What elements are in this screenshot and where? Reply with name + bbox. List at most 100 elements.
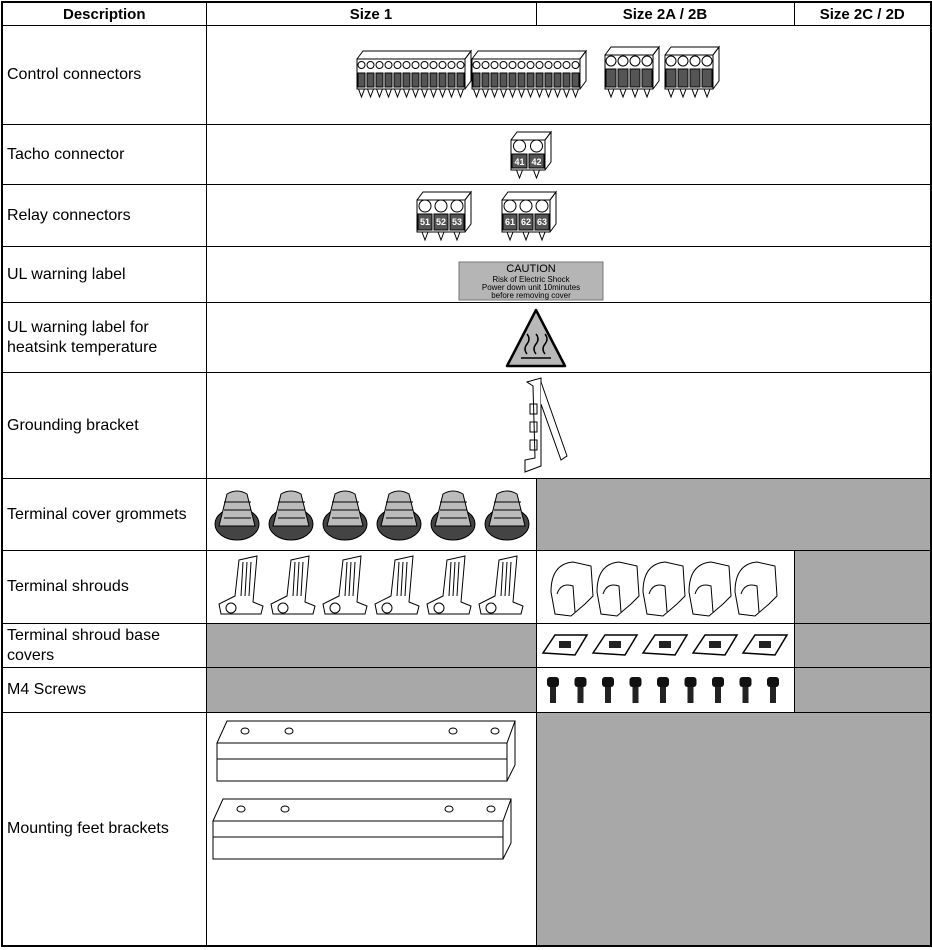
grommet-cone — [325, 490, 364, 526]
item-cell — [205, 302, 932, 373]
terminal-slot — [402, 72, 410, 87]
screw-head — [629, 676, 641, 687]
terminal-slot — [433, 213, 448, 230]
terminal-slot — [420, 72, 428, 87]
bracket-hole — [490, 727, 499, 735]
screw-shank — [769, 686, 776, 703]
heat-wave — [532, 333, 539, 354]
bracket-hole — [240, 727, 249, 735]
terminal-leg — [437, 231, 444, 241]
shroud-rib — [504, 561, 507, 596]
terminal-leg — [402, 88, 410, 98]
terminal-leg — [506, 231, 513, 241]
description: UL warning label — [1, 246, 207, 303]
shroud-opening — [694, 584, 713, 612]
shroud-rib — [400, 561, 403, 596]
screw-head — [375, 60, 383, 69]
terminal-slot — [553, 72, 561, 87]
screw-head — [519, 199, 532, 212]
cover-tab — [758, 640, 771, 648]
item-cell: 41 42 — [205, 124, 932, 185]
shroud-hole — [329, 602, 340, 613]
screw-shank — [687, 686, 693, 703]
terminal-leg — [522, 231, 529, 241]
shroud-opening — [648, 584, 667, 612]
screw-head — [684, 676, 696, 687]
connector-top — [510, 131, 552, 140]
screw-head — [526, 60, 534, 69]
header-cell: Size 1 — [205, 1, 537, 26]
terminal-leg — [631, 88, 638, 98]
screw-head — [571, 60, 579, 69]
bracket — [524, 376, 541, 473]
screw-head — [641, 55, 652, 66]
terminal-leg — [499, 88, 507, 98]
shroud — [687, 560, 732, 617]
connector-side — [549, 190, 556, 232]
connector-top — [416, 191, 472, 200]
connector-top — [356, 50, 472, 59]
shroud-rib — [296, 561, 299, 596]
bracket-hole — [284, 727, 293, 735]
terminal-leg — [490, 88, 498, 98]
terminal-slot — [518, 213, 533, 230]
terminal-slot — [490, 72, 498, 87]
shroud-rib — [292, 561, 295, 596]
screw-head — [366, 60, 374, 69]
terminal-leg — [703, 88, 710, 98]
tacho-connector: 41 42 — [510, 130, 552, 179]
terminal-slot — [366, 72, 374, 87]
terminal-leg — [679, 88, 686, 98]
terminal-leg — [643, 88, 650, 98]
screw-head — [411, 60, 419, 69]
relay-connectors: 51 52 53 61 62 63 — [416, 190, 557, 241]
terminal-leg — [447, 88, 455, 98]
terminal-slot — [677, 68, 688, 87]
item-cell — [535, 623, 795, 668]
screw-head — [512, 139, 526, 152]
terminal-slot — [508, 72, 516, 87]
terminal-leg — [411, 88, 419, 98]
terminal-leg — [453, 231, 460, 241]
shroud-rib — [240, 561, 243, 596]
grommet-cone — [487, 490, 526, 526]
screw-head — [472, 60, 480, 69]
shroud-rib — [244, 561, 247, 596]
shroud-rib — [352, 561, 355, 596]
terminal-leg — [538, 231, 545, 241]
screw-head — [535, 199, 548, 212]
screw-head — [677, 55, 688, 66]
terminal-leg — [420, 88, 428, 98]
screw-head — [420, 60, 428, 69]
shrouds-size1 — [217, 554, 524, 614]
shroud-rib — [448, 561, 451, 596]
terminal-slot — [357, 72, 365, 87]
screw-head — [429, 60, 437, 69]
screw-head — [384, 60, 392, 69]
terminal-slot — [534, 213, 549, 230]
header-cell: Description — [1, 1, 207, 26]
screw-shank — [549, 686, 556, 703]
item-cell: 51 52 53 61 62 63 — [205, 184, 932, 247]
shroud — [549, 560, 594, 617]
cover-tab — [708, 640, 721, 648]
connector-side — [712, 45, 719, 89]
header-row: Description Size 1 Size 2A / 2B Size 2C … — [1, 1, 932, 26]
terminal-label: 61 — [504, 217, 514, 227]
screw-head — [562, 60, 570, 69]
screw-head — [766, 676, 779, 687]
shroud — [217, 554, 264, 614]
grounding-bracket — [524, 376, 568, 473]
screw-head — [499, 60, 507, 69]
terminal-slot — [562, 72, 570, 87]
mounting-brackets — [211, 720, 516, 860]
bracket-hole — [486, 805, 495, 813]
screw-head — [544, 60, 552, 69]
connector-side — [579, 49, 586, 89]
bracket-hole — [444, 805, 453, 813]
grommets — [214, 490, 529, 540]
terminal-leg — [526, 88, 534, 98]
connector-side — [464, 190, 471, 232]
description: Terminal cover grommets — [1, 478, 207, 551]
